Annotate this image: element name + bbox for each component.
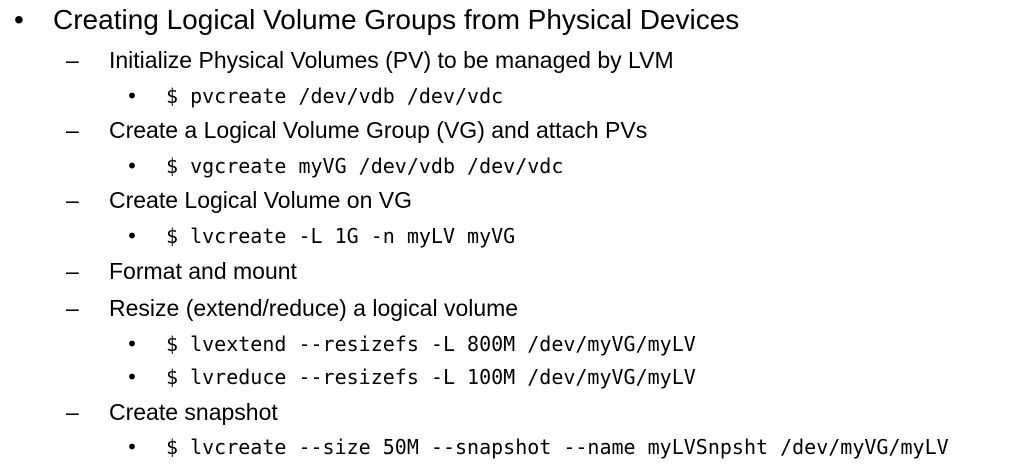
command-line: $ lvcreate -L 1G -n myLV myVG <box>166 224 516 248</box>
command-line: $ lvreduce --resizefs -L 100M /dev/myVG/… <box>166 365 696 389</box>
list-item: Create a Logical Volume Group (VG) and a… <box>109 117 648 143</box>
list-item: Resize (extend/reduce) a logical volume <box>109 295 519 321</box>
command-line: $ lvcreate --size 50M --snapshot --name … <box>166 435 949 459</box>
dash-bullet: – <box>66 399 79 425</box>
command-bullet: • <box>126 224 139 248</box>
command-bullet: • <box>126 154 139 178</box>
dash-bullet: – <box>66 258 79 284</box>
command-bullet: • <box>126 365 139 389</box>
list-item: Initialize Physical Volumes (PV) to be m… <box>109 47 674 73</box>
dash-bullet: – <box>66 295 79 321</box>
list-item: Create snapshot <box>109 399 278 425</box>
title-bullet: • <box>14 4 24 35</box>
command-bullet: • <box>126 84 139 108</box>
dash-bullet: – <box>66 47 79 73</box>
command-line: $ vgcreate myVG /dev/vdb /dev/vdc <box>166 154 564 178</box>
dash-bullet: – <box>66 117 79 143</box>
list-item: Create Logical Volume on VG <box>109 187 413 213</box>
dash-bullet: – <box>66 187 79 213</box>
command-line: $ pvcreate /dev/vdb /dev/vdc <box>166 84 504 108</box>
command-line: $ lvextend --resizefs -L 800M /dev/myVG/… <box>166 332 696 356</box>
command-bullet: • <box>126 332 139 356</box>
command-bullet: • <box>126 435 139 459</box>
slide-title: Creating Logical Volume Groups from Phys… <box>53 4 740 35</box>
list-item: Format and mount <box>109 258 297 284</box>
